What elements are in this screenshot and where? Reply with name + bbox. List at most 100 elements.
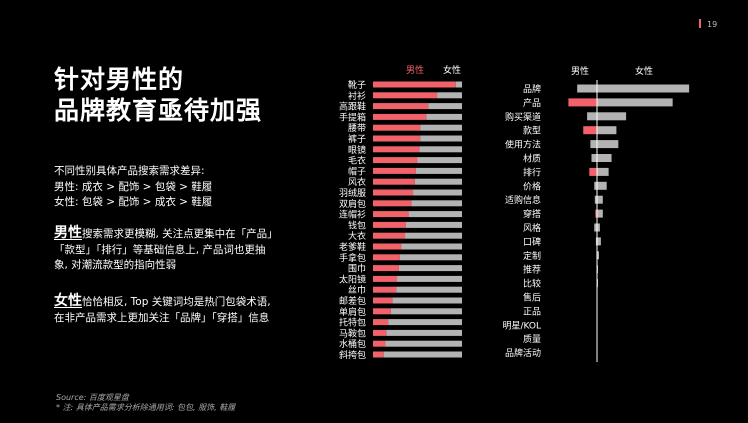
female-bar [420, 135, 462, 142]
male-note-body: 搜索需求更模糊, 关注点更集中在「产品」「款型」「排行」等基础信息上, 产品词也… [54, 228, 278, 271]
male-bar [577, 84, 597, 93]
category-label: 高跟鞋 [339, 101, 366, 113]
need-label: 产品 [523, 97, 541, 109]
source-note: Source: 百度观星盘 * 注: 具体产品需求分析除通用词: 包包, 服饰,… [56, 393, 235, 413]
male-bar [595, 237, 597, 246]
female-bar [597, 209, 603, 218]
female-bar [437, 92, 462, 99]
category-label: 腰带 [348, 123, 366, 134]
source-text: Source: 百度观星盘 [56, 393, 129, 402]
male-bar [583, 126, 597, 135]
category-label: 靴子 [348, 79, 366, 91]
female-bar [386, 329, 462, 336]
category-label: 双肩包 [339, 198, 366, 210]
female-note: 女性恰恰相反, Top 关键词均是热门包袋术语, 在非产品需求上更加关注「品牌」… [54, 293, 279, 326]
male-note-head: 男性 [54, 225, 82, 241]
category-label: 单肩包 [339, 306, 366, 318]
category-label: 太阳镜 [339, 273, 366, 285]
male-bar [373, 254, 400, 261]
female-bar [383, 351, 462, 358]
male-bar [373, 92, 438, 99]
need-label: 价格 [523, 180, 541, 192]
need-label: 穿搭 [523, 208, 541, 220]
male-bar [373, 211, 409, 218]
female-note-head: 女性 [54, 293, 82, 309]
female-bar [597, 251, 599, 260]
female-bar [426, 113, 462, 120]
female-bar [597, 181, 607, 190]
male-bar [373, 243, 402, 250]
male-bar [373, 124, 421, 131]
female-bar [390, 308, 462, 315]
male-bar [373, 157, 418, 164]
female-bar [398, 265, 462, 272]
male-bar [594, 223, 597, 232]
female-bar [597, 98, 673, 107]
legend-male-1: 男性 [406, 64, 424, 76]
summary-block: 不同性别具体产品搜索需求差异: 男性: 成衣 > 配饰 > 包袋 > 鞋履 女性… [54, 164, 279, 211]
male-bar [373, 297, 393, 304]
female-bar [597, 237, 601, 246]
title-line-2: 品牌教育亟待加强 [54, 96, 263, 125]
category-label: 丝巾 [348, 284, 366, 296]
legend-female-2: 女性 [635, 65, 653, 77]
category-label: 手拿包 [339, 252, 366, 264]
male-bar [591, 154, 597, 162]
male-bar [373, 286, 397, 293]
female-bar [597, 154, 612, 162]
male-bar [373, 81, 456, 88]
need-label: 购买渠道 [505, 111, 541, 123]
male-bar [589, 167, 597, 176]
category-label: 大衣 [348, 230, 366, 242]
need-label: 品牌 [523, 83, 541, 95]
male-bar [373, 135, 421, 142]
female-bar [388, 319, 462, 326]
page-number-text: 19 [707, 20, 718, 29]
male-bar [373, 340, 386, 347]
male-bar [373, 351, 384, 358]
male-bar [568, 98, 597, 107]
male-bar [373, 308, 391, 315]
category-label: 裤子 [348, 133, 366, 145]
page-number: 19 [699, 19, 717, 29]
female-bar [397, 275, 462, 282]
male-bar [373, 113, 427, 120]
female-bar [396, 286, 462, 293]
need-label: 风格 [523, 222, 541, 234]
male-bar [373, 232, 406, 239]
male-bar [587, 112, 597, 121]
category-label: 围巾 [348, 263, 366, 275]
need-label: 品牌活动 [505, 347, 541, 359]
female-bar [597, 140, 619, 149]
female-bar [414, 178, 462, 185]
female-bar [455, 81, 462, 88]
female-note-body: 恰恰相反, Top 关键词均是热门包袋术语, 在非产品需求上更加关注「品牌」「穿… [54, 296, 271, 324]
need-label: 售后 [523, 292, 541, 304]
category-label: 衬衫 [348, 90, 366, 102]
male-bar [373, 329, 387, 336]
female-bar [392, 297, 462, 304]
legend-male-2: 男性 [571, 65, 589, 77]
male-note: 男性搜索需求更模糊, 关注点更集中在「产品」「款型」「排行」等基础信息上, 产品… [54, 225, 279, 274]
need-label: 明星/KOL [502, 320, 541, 331]
male-bar [373, 200, 412, 207]
female-bar [597, 126, 617, 135]
female-bar [385, 340, 462, 347]
female-bar [597, 112, 627, 121]
category-label: 连帽衫 [339, 209, 366, 221]
summary-female: 女性: 包袋 > 配饰 > 成衣 > 鞋履 [54, 196, 213, 208]
female-bar [401, 243, 462, 250]
female-bar [399, 254, 462, 261]
female-bar [420, 124, 462, 131]
need-label: 口碑 [523, 236, 541, 248]
male-bar [373, 221, 406, 228]
need-label: 定制 [523, 250, 541, 262]
male-bar [373, 189, 414, 196]
category-label: 羽绒服 [339, 187, 366, 199]
category-label: 眼镜 [348, 144, 366, 156]
male-bar [373, 167, 416, 174]
female-bar [405, 232, 462, 239]
category-label: 马鞍包 [339, 327, 366, 339]
